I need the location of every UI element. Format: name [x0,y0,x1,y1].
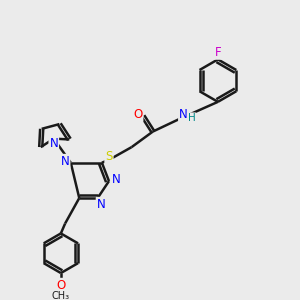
Text: N: N [97,198,105,211]
Text: S: S [105,150,113,163]
Text: N: N [61,155,70,168]
Text: N: N [179,108,188,121]
Text: H: H [188,113,196,123]
Text: O: O [133,108,142,121]
Text: O: O [56,279,65,292]
Text: N: N [50,137,58,150]
Text: F: F [214,46,221,59]
Text: N: N [112,173,120,186]
Text: CH₃: CH₃ [52,291,70,300]
